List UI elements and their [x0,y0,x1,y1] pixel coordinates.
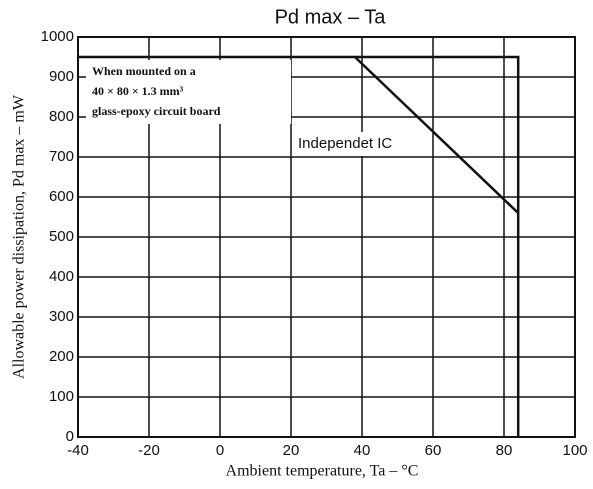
x-tick-label: 20 [283,442,300,459]
x-tick-label: -40 [67,442,89,459]
note-text: 40 × 80 × 1.3 mm³ [92,84,184,98]
x-tick-label: 100 [562,442,587,459]
x-axis-label: Ambient temperature, Ta – °C [226,463,419,480]
y-tick-label: 700 [49,148,74,165]
y-tick-label: 1000 [41,28,74,45]
y-tick-label: 100 [49,388,74,405]
y-tick-label: 900 [49,68,74,85]
note-background [86,60,291,124]
x-tick-label: -20 [138,442,160,459]
y-tick-label: 200 [49,348,74,365]
y-axis-label: Allowable power dissipation, Pd max – mW [11,94,28,379]
label-background [296,132,428,156]
y-tick-label: 0 [66,428,74,445]
x-tick-label: 40 [354,442,371,459]
chart-title: Pd max – Ta [275,6,387,28]
line-series [354,55,520,437]
series-annotation: Independet IC [298,135,392,152]
note-text: glass-epoxy circuit board [92,104,221,118]
x-tick-label: 0 [216,442,224,459]
y-tick-label: 400 [49,268,74,285]
plot-frame [77,36,576,438]
y-tick-label: 500 [49,228,74,245]
x-tick-label: 80 [496,442,513,459]
note-text: When mounted on a [92,64,196,78]
y-tick-label: 300 [49,308,74,325]
y-tick-label: 800 [49,108,74,125]
x-tick-label: 60 [425,442,442,459]
y-tick-label: 600 [49,188,74,205]
